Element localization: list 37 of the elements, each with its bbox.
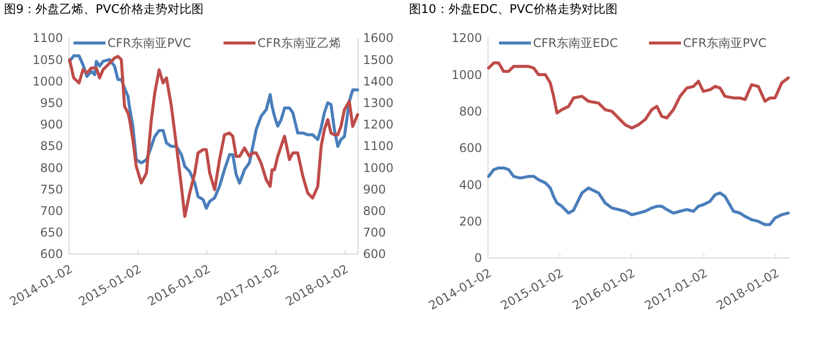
y-tick-label: 700 xyxy=(40,204,63,218)
y2-tick-label: 1000 xyxy=(363,160,394,175)
y2-tick-label: 700 xyxy=(363,226,386,240)
y2-tick-label: 600 xyxy=(363,247,386,262)
y-tick-label: 600 xyxy=(40,247,63,262)
y-tick-label: 0 xyxy=(474,251,482,266)
y-tick-label: 1050 xyxy=(32,52,63,67)
y-tick-label: 1000 xyxy=(32,74,63,88)
line-series xyxy=(487,61,790,130)
line-series xyxy=(487,166,790,226)
y-tick-label: 1200 xyxy=(451,31,482,46)
y-tick-label: 1100 xyxy=(32,31,63,46)
y-tick-label: 800 xyxy=(459,104,482,119)
y2-tick-label: 1600 xyxy=(363,31,394,46)
y-tick-label: 400 xyxy=(459,178,482,192)
legend-label: CFR东南亚PVC xyxy=(108,36,191,50)
chart-title: 图10：外盘EDC、PVC价格走势对比图 xyxy=(409,2,618,16)
legend-label: CFR东南亚PVC xyxy=(683,36,766,50)
legend-label: CFR东南亚EDC xyxy=(533,36,618,50)
y2-tick-label: 1500 xyxy=(363,52,394,67)
y-tick-label: 200 xyxy=(459,214,482,229)
y2-tick-label: 800 xyxy=(363,204,386,218)
y-tick-label: 750 xyxy=(40,182,63,196)
y-tick-label: 1000 xyxy=(451,68,482,82)
y2-tick-label: 900 xyxy=(363,182,386,196)
y2-tick-label: 1100 xyxy=(363,139,394,154)
y-tick-label: 600 xyxy=(459,141,482,156)
y-tick-label: 950 xyxy=(40,96,63,110)
y-tick-label: 900 xyxy=(40,118,63,132)
chart-title: 图9：外盘乙烯、PVC价格走势对比图 xyxy=(4,2,204,16)
y2-tick-label: 1300 xyxy=(363,96,394,110)
y-tick-label: 850 xyxy=(40,139,63,154)
y2-tick-label: 1400 xyxy=(363,74,394,88)
y-tick-label: 650 xyxy=(40,226,63,240)
legend-label: CFR东南亚乙烯 xyxy=(258,36,342,50)
y2-tick-label: 1200 xyxy=(363,118,394,132)
y-tick-label: 800 xyxy=(40,160,63,175)
